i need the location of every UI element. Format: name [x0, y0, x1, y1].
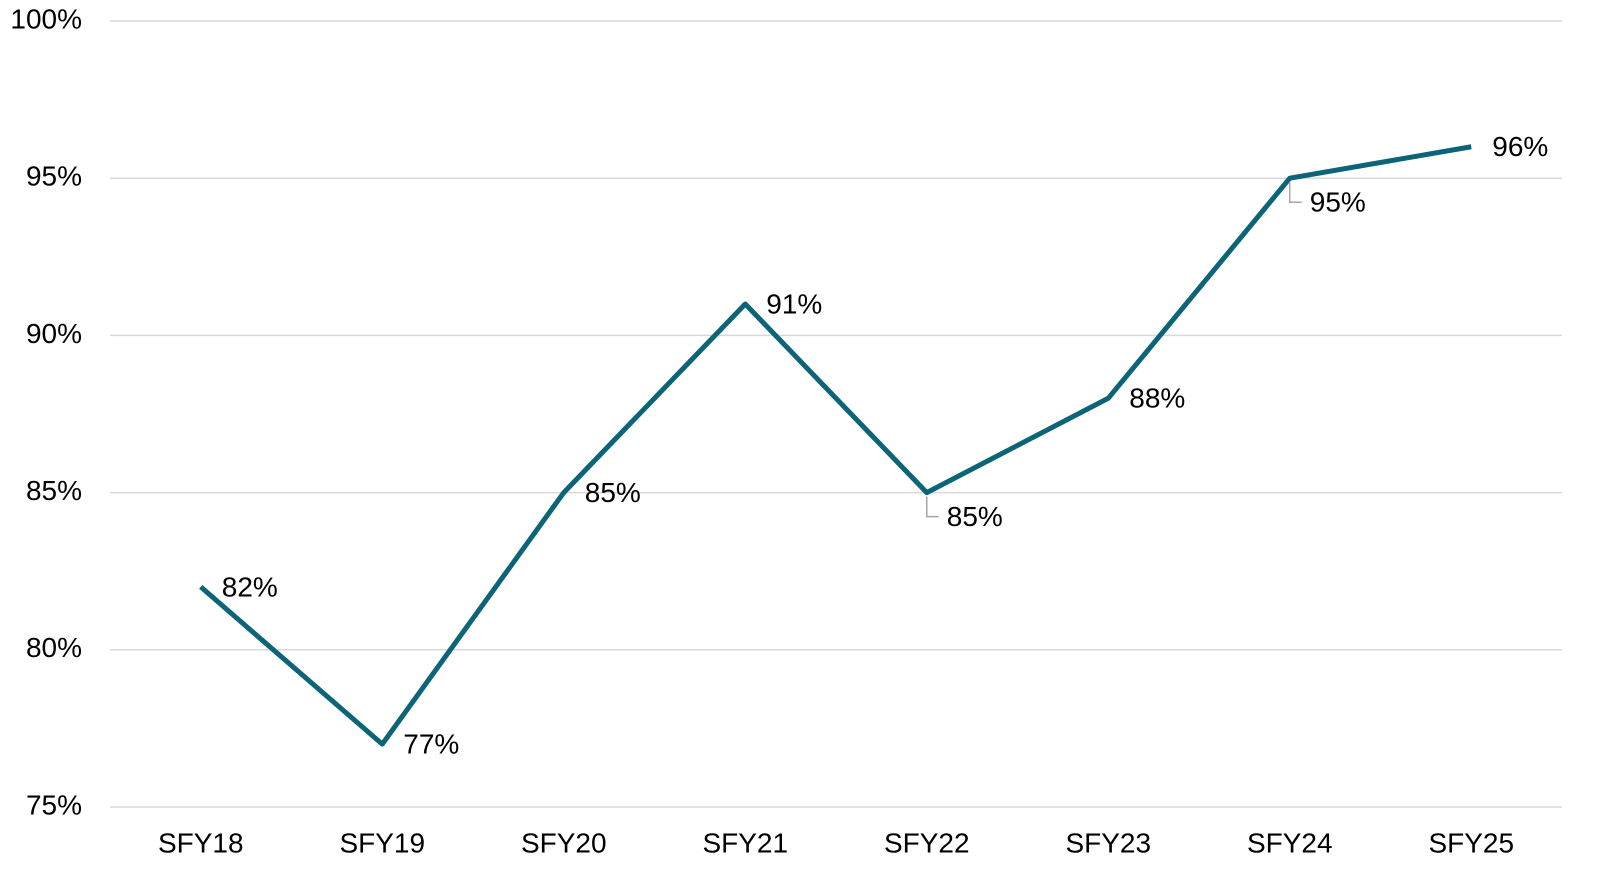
y-tick-label: 80%	[26, 632, 82, 663]
data-label: 85%	[585, 477, 641, 508]
x-tick-label: SFY22	[884, 827, 970, 858]
data-label: 82%	[222, 571, 278, 602]
y-tick-label: 85%	[26, 475, 82, 506]
x-tick-label: SFY23	[1065, 827, 1151, 858]
x-tick-label: SFY24	[1247, 827, 1333, 858]
y-tick-label: 95%	[26, 161, 82, 192]
y-tick-label: 100%	[10, 3, 82, 34]
x-tick-label: SFY21	[702, 827, 788, 858]
data-label: 85%	[947, 501, 1003, 532]
line	[199, 144, 1472, 747]
data-label: 88%	[1129, 383, 1185, 414]
x-tick-label: SFY25	[1428, 827, 1514, 858]
data-label: 77%	[403, 729, 459, 760]
data-label: 91%	[766, 288, 822, 319]
x-tick-label: SFY18	[158, 827, 244, 858]
data-label: 95%	[1310, 187, 1366, 218]
leader-line	[1289, 182, 1302, 203]
leader-line	[926, 496, 939, 518]
y-tick-label: 75%	[26, 789, 82, 820]
y-tick-label: 90%	[26, 318, 82, 349]
x-tick-label: SFY19	[339, 827, 425, 858]
data-label: 96%	[1492, 131, 1548, 162]
x-tick-label: SFY20	[521, 827, 607, 858]
